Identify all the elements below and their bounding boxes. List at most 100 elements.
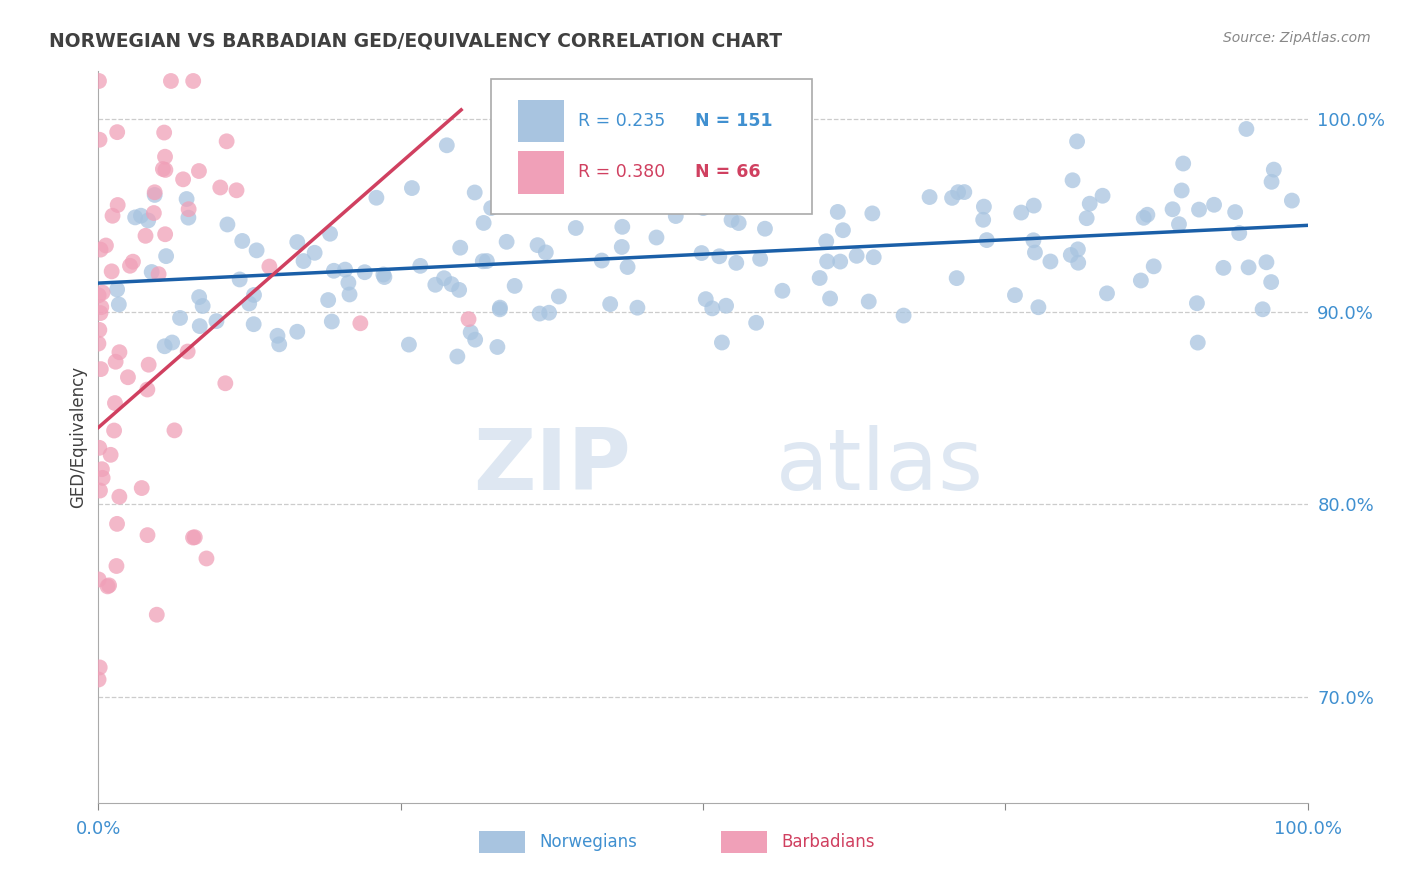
Point (89, 441, 111, 455)
Point (87, 673, 110, 687)
Bar (479, 830, 526, 853)
Point (217, 218, 239, 232)
Point (1237, 260, 1260, 275)
Point (665, 209, 688, 223)
Point (129, 209, 152, 223)
Point (449, 283, 471, 297)
Point (495, 235, 517, 249)
Point (488, 302, 510, 317)
Point (547, 289, 569, 303)
Point (108, 345, 131, 359)
Point (503, 279, 526, 293)
Point (534, 245, 557, 260)
Point (228, 272, 250, 286)
Point (100, 448, 122, 462)
Text: R = 0.380: R = 0.380 (578, 163, 665, 181)
Point (479, 201, 502, 215)
Point (191, 299, 214, 313)
Text: atlas: atlas (776, 425, 984, 508)
Point (124, 211, 146, 225)
Point (941, 191, 963, 205)
Point (457, 312, 479, 326)
Point (89, 660, 111, 674)
Point (486, 340, 509, 354)
Point (398, 337, 420, 351)
Point (243, 288, 266, 302)
Point (425, 277, 447, 292)
Point (105, 283, 128, 297)
Point (242, 317, 264, 331)
Text: Barbadians: Barbadians (782, 832, 875, 851)
Point (131, 481, 153, 495)
Point (89, 483, 111, 498)
Point (1168, 217, 1191, 231)
Point (353, 265, 375, 279)
Point (118, 259, 141, 273)
Point (976, 233, 998, 247)
Point (953, 185, 976, 199)
Point (134, 228, 156, 243)
Point (136, 383, 159, 397)
Point (401, 181, 423, 195)
Point (90, 300, 112, 314)
Point (89, 243, 111, 257)
Point (591, 253, 613, 268)
FancyBboxPatch shape (492, 78, 811, 214)
Point (433, 271, 456, 285)
Point (205, 314, 228, 328)
Point (1060, 248, 1083, 262)
Point (770, 284, 793, 298)
Point (146, 607, 169, 622)
Point (1227, 226, 1250, 240)
Point (231, 234, 253, 248)
Point (616, 260, 638, 274)
Point (1281, 194, 1303, 208)
Bar (721, 830, 768, 853)
Point (860, 206, 883, 220)
Point (104, 396, 127, 410)
Point (1170, 184, 1192, 198)
Point (1161, 202, 1184, 217)
Point (181, 74, 204, 88)
Text: R = 0.235: R = 0.235 (578, 112, 665, 130)
Point (188, 319, 211, 334)
Text: N = 66: N = 66 (695, 163, 761, 181)
Point (176, 192, 198, 206)
Point (1095, 286, 1118, 301)
Point (695, 292, 717, 306)
Point (181, 531, 204, 545)
Point (808, 271, 831, 285)
Point (316, 293, 339, 307)
Point (727, 216, 749, 230)
Point (184, 530, 207, 544)
Point (333, 262, 356, 277)
Point (858, 294, 880, 309)
Point (446, 350, 468, 364)
Point (1136, 208, 1159, 222)
Point (464, 186, 486, 200)
Point (1188, 202, 1211, 217)
Point (172, 172, 194, 186)
Point (449, 241, 471, 255)
Point (702, 301, 724, 316)
Point (322, 264, 344, 278)
Point (489, 301, 512, 315)
Point (464, 333, 486, 347)
Point (1076, 211, 1098, 226)
Point (1260, 275, 1282, 289)
Point (153, 126, 176, 140)
Point (1067, 256, 1090, 270)
Point (136, 213, 159, 227)
Point (87, 288, 110, 302)
Point (169, 310, 191, 325)
Text: 0.0%: 0.0% (76, 820, 121, 838)
Point (1256, 255, 1278, 269)
Point (153, 227, 176, 242)
Point (1022, 233, 1045, 247)
Point (946, 185, 969, 199)
Point (117, 370, 139, 384)
Point (285, 235, 308, 249)
Point (972, 212, 994, 227)
Point (160, 335, 183, 350)
Point (87, 336, 110, 351)
